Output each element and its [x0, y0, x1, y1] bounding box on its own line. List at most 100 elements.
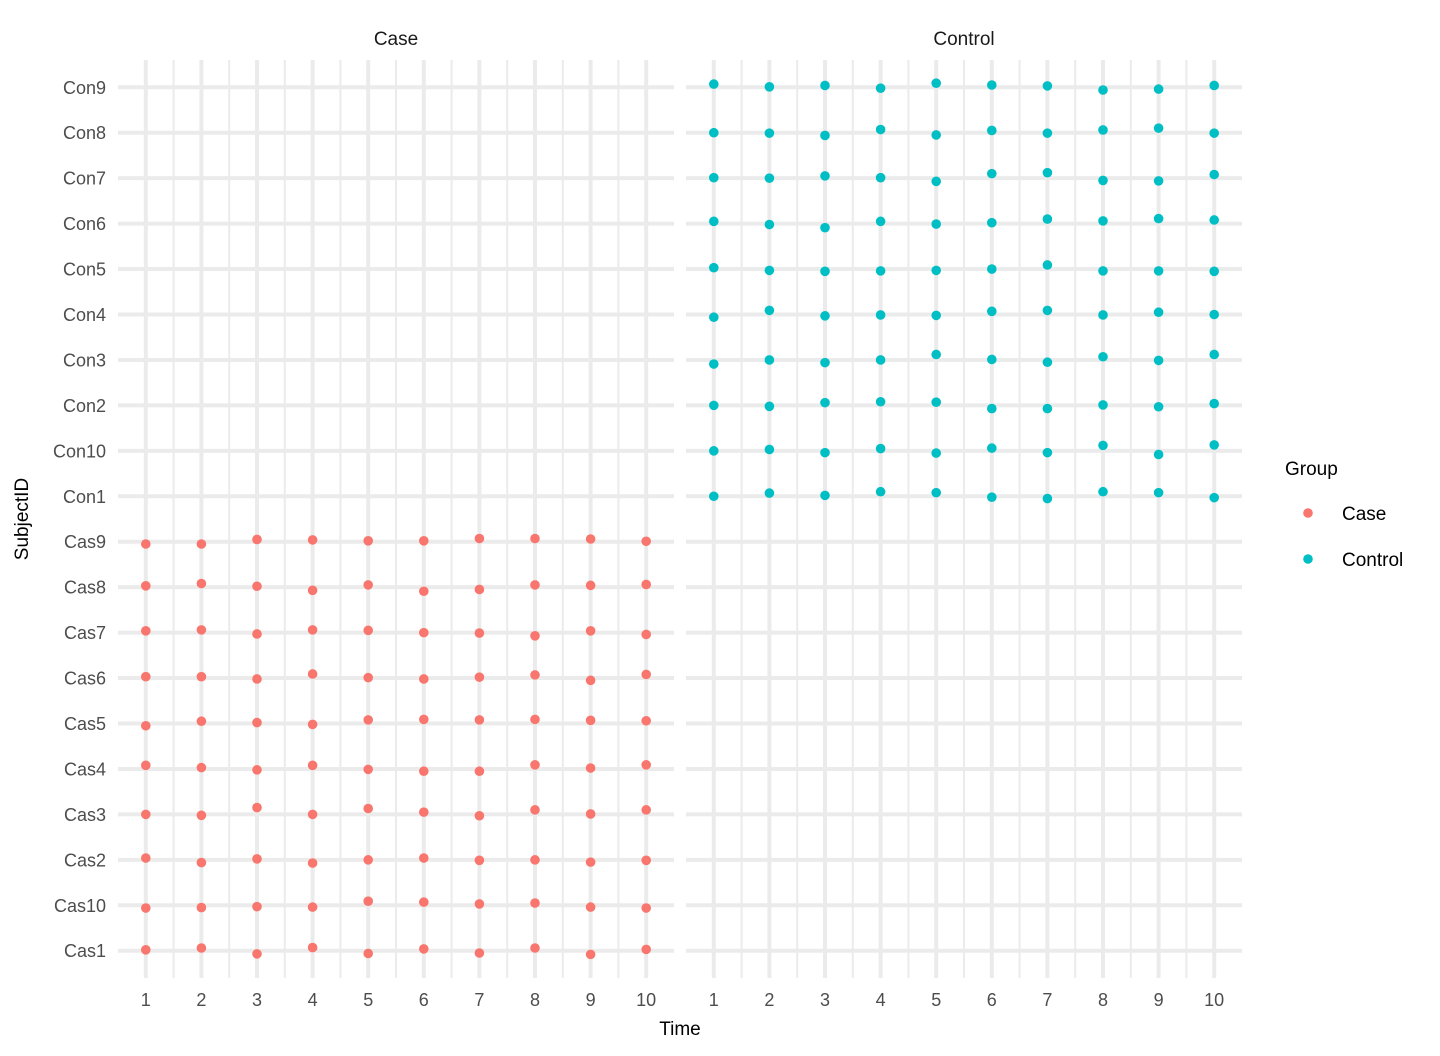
- minor-grid-case: [172, 60, 620, 978]
- data-point-cas9: [419, 536, 429, 546]
- data-point-con10: [820, 447, 830, 458]
- data-point-con2: [764, 401, 775, 412]
- data-point-con10: [987, 443, 997, 453]
- data-point-con8: [1209, 128, 1219, 138]
- legend-label-case: Case: [1342, 504, 1386, 525]
- data-point-con5: [1098, 266, 1108, 276]
- data-point-cas6: [530, 670, 540, 680]
- data-point-cas1: [252, 949, 262, 959]
- y-tick-label: Cas1: [64, 941, 106, 961]
- data-point-cas1: [363, 948, 374, 959]
- data-point-con7: [931, 176, 941, 187]
- data-point-cas6: [419, 674, 429, 684]
- data-point-cas5: [307, 719, 318, 730]
- data-point-cas8: [585, 580, 596, 591]
- data-point-con7: [987, 168, 997, 179]
- data-point-con1: [987, 492, 997, 502]
- data-point-con1: [1042, 493, 1053, 504]
- data-point-cas5: [474, 715, 485, 725]
- data-point-cas7: [363, 625, 374, 636]
- legend-title: Group: [1285, 459, 1338, 480]
- data-point-con7: [1042, 167, 1053, 178]
- data-point-con10: [1098, 440, 1108, 451]
- data-point-cas7: [196, 625, 207, 635]
- data-point-cas10: [196, 902, 207, 913]
- y-tick-label: Con5: [63, 260, 106, 280]
- data-point-con2: [987, 403, 997, 414]
- y-tick-label: Con1: [63, 487, 106, 507]
- data-point-cas2: [474, 855, 485, 866]
- y-tick-label: Cas8: [64, 578, 106, 598]
- data-point-con4: [875, 310, 886, 320]
- x-tick-labels-control: 1 2 3 4 5 6 7 8 9 10: [709, 990, 1224, 1010]
- data-point-cas2: [641, 855, 651, 866]
- legend: Group Case Control: [1285, 459, 1403, 571]
- data-point-cas3: [252, 802, 262, 813]
- data-point-cas9: [307, 535, 318, 545]
- data-point-cas7: [141, 625, 151, 636]
- data-point-con2: [1153, 401, 1164, 412]
- x-tick-label: 4: [876, 990, 886, 1010]
- facet-strip-label-control: Control: [933, 29, 994, 50]
- data-point-cas1: [474, 948, 485, 958]
- x-tick-label: 3: [820, 990, 830, 1010]
- data-point-cas2: [585, 857, 596, 867]
- data-point-con6: [820, 222, 830, 233]
- data-point-con4: [987, 306, 997, 317]
- x-tick-label: 4: [308, 990, 318, 1010]
- major-grid-control: [686, 60, 1242, 978]
- data-point-cas10: [585, 902, 596, 912]
- data-point-con3: [875, 355, 886, 365]
- data-point-con4: [1209, 309, 1219, 320]
- y-tick-label: Con7: [63, 169, 106, 189]
- data-point-cas9: [530, 533, 540, 544]
- data-point-cas8: [363, 580, 374, 590]
- data-point-con6: [1209, 215, 1219, 225]
- data-point-con9: [1042, 81, 1053, 91]
- data-point-cas9: [641, 536, 651, 547]
- data-point-cas5: [530, 714, 540, 725]
- data-point-cas2: [307, 858, 318, 868]
- data-point-con7: [820, 171, 830, 181]
- y-tick-label: Cas3: [64, 805, 106, 825]
- data-point-cas4: [419, 766, 429, 777]
- data-point-con1: [1209, 492, 1219, 503]
- data-point-cas10: [419, 897, 429, 907]
- y-tick-label: Con8: [63, 123, 106, 143]
- y-tick-label: Cas5: [64, 714, 106, 734]
- y-tick-label: Cas2: [64, 850, 106, 870]
- major-grid-case: [118, 60, 674, 978]
- data-point-con5: [820, 266, 830, 277]
- data-point-con4: [1098, 310, 1108, 320]
- facet-panel-control: Control 1 2 3 4 5 6 7 8 9 10: [686, 29, 1242, 1010]
- legend-key-control: [1303, 554, 1313, 564]
- data-point-con7: [709, 172, 719, 183]
- data-point-cas10: [474, 899, 485, 909]
- data-point-con6: [875, 216, 886, 227]
- data-point-con3: [1209, 349, 1219, 360]
- x-tick-label: 5: [363, 990, 373, 1010]
- data-point-cas7: [307, 625, 318, 635]
- data-point-con5: [931, 265, 941, 276]
- data-point-cas7: [252, 629, 262, 639]
- data-point-con3: [1098, 351, 1108, 362]
- data-point-cas4: [530, 760, 540, 770]
- data-point-cas8: [530, 580, 540, 590]
- data-point-con8: [1153, 123, 1164, 133]
- data-point-cas3: [196, 810, 207, 821]
- data-point-con7: [875, 172, 886, 183]
- data-point-con8: [1098, 125, 1108, 135]
- data-point-cas7: [530, 630, 540, 641]
- y-tick-label: Con6: [63, 214, 106, 234]
- data-point-con9: [1098, 85, 1108, 95]
- points-control: [709, 78, 1219, 504]
- data-point-con4: [1042, 305, 1053, 316]
- data-point-con10: [931, 448, 941, 458]
- data-point-con8: [764, 128, 775, 138]
- data-point-con1: [764, 488, 775, 498]
- data-point-con8: [1042, 128, 1053, 138]
- data-point-con1: [875, 486, 886, 497]
- data-point-con6: [987, 217, 997, 228]
- x-tick-label: 2: [196, 990, 206, 1010]
- data-point-con2: [820, 397, 830, 408]
